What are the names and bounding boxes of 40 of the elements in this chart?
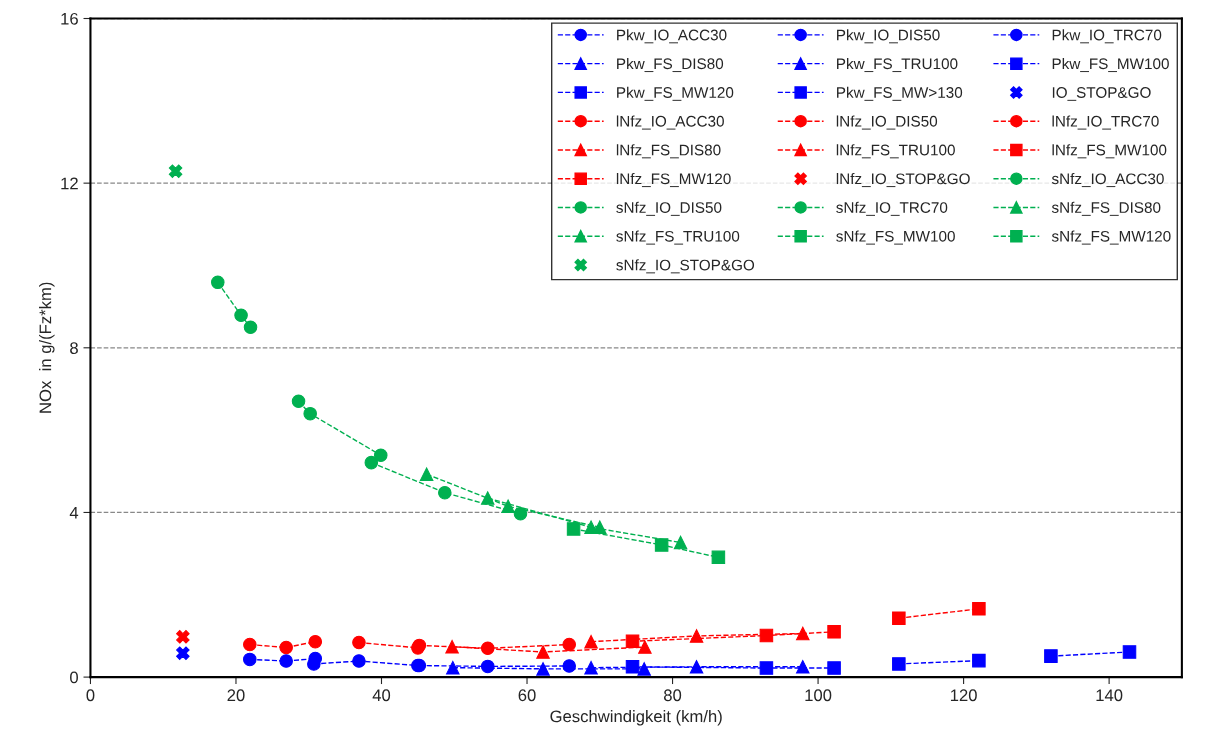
legend-label: Pkw_FS_DIS80 (617, 57, 724, 73)
x-tick-label: 100 (805, 689, 832, 702)
legend-label: Pkw_FS_MW100 (1052, 57, 1169, 73)
y-tick-label: 16 (61, 12, 78, 25)
legend-label: Pkw_FS_TRU100 (837, 57, 958, 73)
legend-label: Pkw_FS_MW>130 (837, 86, 963, 101)
x-tick-label: 80 (664, 689, 682, 702)
legend-label: sNfz_IO_DIS50 (616, 201, 722, 216)
x-tick-label: 140 (1096, 689, 1123, 702)
legend-label: Pkw_IO_TRC70 (1052, 29, 1162, 44)
x-tick-label: 20 (227, 689, 245, 702)
x-axis-title: Geschwindigkeit (km/h) (550, 710, 722, 726)
x-tick-label: 60 (518, 689, 536, 702)
legend-label: Pkw_IO_DIS50 (837, 29, 940, 44)
y-tick-label: 0 (70, 671, 78, 684)
legend-label: lNfz_FS_TRU100 (836, 144, 955, 159)
y-tick-label: 12 (61, 177, 78, 190)
legend-label: sNfz_IO_ACC30 (1051, 172, 1164, 188)
legend-label: Pkw_IO_ACC30 (617, 29, 727, 44)
x-tick-label: 40 (372, 689, 391, 702)
y-tick-label: 4 (69, 507, 79, 519)
legend-label: sNfz_IO_TRC70 (836, 201, 948, 216)
legend-label: lNfz_IO_DIS50 (836, 115, 938, 130)
x-tick-label: 0 (86, 689, 95, 702)
legend-label: sNfz_FS_DIS80 (1051, 201, 1161, 216)
legend-label: sNfz_FS_MW100 (836, 230, 955, 245)
legend-label: sNfz_FS_MW120 (1051, 230, 1171, 245)
legend-label: lNfz_IO_TRC70 (1052, 115, 1159, 130)
legend-label: lNfz_FS_MW120 (616, 172, 731, 188)
x-tick-label: 120 (950, 689, 977, 702)
legend-label: sNfz_FS_TRU100 (616, 230, 740, 245)
legend-label: lNfz_IO_ACC30 (616, 115, 724, 130)
legend-label: Pkw_FS_MW120 (617, 86, 734, 101)
y-axis-title: NOx in g/(Fz*km) (39, 282, 55, 413)
legend-label: sNfz_IO_STOP&GO (616, 259, 755, 274)
y-tick-label: 8 (70, 342, 78, 354)
legend-label: lNfz_FS_MW100 (1052, 144, 1167, 159)
legend-label: lNfz_IO_STOP&GO (836, 172, 970, 188)
legend-label: IO_STOP&GO (1052, 87, 1151, 101)
legend-label: lNfz_FS_DIS80 (616, 144, 721, 159)
